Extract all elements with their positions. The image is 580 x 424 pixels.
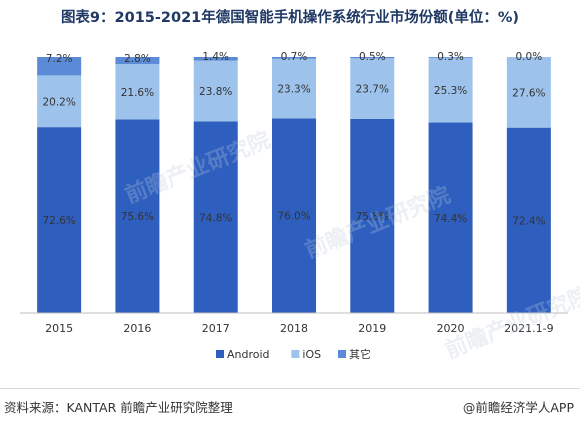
data-label-其它-2017: 1.4% bbox=[202, 51, 229, 63]
labels-group: 72.6% 20.2% 7.2% 75.6% 21.6% 2.8% 74.8% 23.8% 1.… bbox=[42, 51, 545, 227]
bar-其它-2015 bbox=[37, 57, 82, 76]
bar-iOS-2017 bbox=[193, 60, 238, 122]
data-label-iOS-2020: 25.3% bbox=[434, 85, 467, 97]
legend-swatch-其它 bbox=[338, 350, 346, 358]
bar-其它-2016 bbox=[115, 57, 160, 65]
source-note: 资料来源：KANTAR 前瞻产业研究院整理 bbox=[4, 400, 233, 415]
bar-Android-2021.1-9 bbox=[506, 127, 551, 313]
data-label-其它-2020: 0.3% bbox=[437, 51, 464, 63]
bar-iOS-2018 bbox=[272, 58, 316, 119]
x-tick-label: 2018 bbox=[280, 322, 308, 335]
legend: Android iOS 其它 bbox=[216, 347, 371, 361]
bar-iOS-2019 bbox=[350, 58, 395, 119]
bar-iOS-2020 bbox=[428, 57, 473, 123]
bar-其它-2019 bbox=[350, 57, 395, 59]
bars-group bbox=[37, 57, 551, 314]
footer-divider bbox=[0, 388, 580, 389]
x-tick-label: 2015 bbox=[45, 322, 73, 335]
data-label-其它-2021.1-9: 0.0% bbox=[516, 51, 543, 63]
x-tick-label: 2019 bbox=[358, 322, 386, 335]
data-label-iOS-2015: 20.2% bbox=[42, 96, 75, 108]
data-label-Android-2016: 75.6% bbox=[121, 211, 154, 223]
brand-note: @前瞻经济学人APP bbox=[462, 400, 574, 415]
data-label-Android-2018: 76.0% bbox=[277, 211, 310, 223]
data-label-其它-2019: 0.5% bbox=[359, 51, 386, 63]
x-tick-label: 2016 bbox=[123, 322, 151, 335]
data-label-iOS-2016: 21.6% bbox=[121, 87, 154, 99]
data-label-Android-2021.1-9: 72.4% bbox=[512, 215, 545, 227]
data-label-其它-2015: 7.2% bbox=[46, 53, 73, 65]
legend-label-其它: 其它 bbox=[349, 347, 371, 361]
x-tick-label: 2021.1-9 bbox=[504, 322, 553, 335]
data-label-iOS-2018: 23.3% bbox=[277, 84, 310, 96]
bar-Android-2018 bbox=[272, 118, 316, 313]
bar-Android-2019 bbox=[350, 118, 395, 314]
data-label-Android-2020: 74.4% bbox=[434, 213, 467, 225]
data-label-其它-2018: 0.7% bbox=[281, 51, 308, 63]
bar-Android-2017 bbox=[193, 121, 238, 314]
bar-iOS-2021.1-9 bbox=[506, 57, 551, 128]
legend-swatch-iOS bbox=[291, 350, 300, 358]
bar-Android-2016 bbox=[115, 119, 160, 314]
data-label-Android-2019: 75.8% bbox=[356, 211, 389, 223]
bar-Android-2020 bbox=[428, 122, 473, 313]
x-tick-label: 2017 bbox=[202, 322, 230, 335]
data-label-iOS-2021.1-9: 27.6% bbox=[512, 87, 545, 99]
data-label-其它-2016: 2.8% bbox=[124, 53, 151, 65]
chart-title: 图表9：2015-2021年德国智能手机操作系统行业市场份额(单位：%) bbox=[60, 10, 520, 26]
bar-其它-2018 bbox=[272, 57, 316, 59]
x-tick-labels: 2015 2016 2017 2018 2019 2020 2021.1-9 bbox=[45, 322, 553, 335]
bar-其它-2017 bbox=[193, 57, 238, 61]
bar-iOS-2015 bbox=[37, 75, 82, 128]
data-label-iOS-2019: 23.7% bbox=[356, 84, 389, 96]
x-tick-label: 2020 bbox=[437, 322, 465, 335]
bar-iOS-2016 bbox=[115, 64, 160, 120]
stacked-bar-chart: 72.6% 20.2% 7.2% 75.6% 21.6% 2.8% 74.8% 23.8% 1.… bbox=[20, 51, 568, 361]
data-label-Android-2017: 74.8% bbox=[199, 212, 232, 224]
data-label-Android-2015: 72.6% bbox=[42, 215, 75, 227]
bar-Android-2015 bbox=[37, 127, 82, 313]
legend-label-iOS: iOS bbox=[302, 348, 321, 361]
data-label-iOS-2017: 23.8% bbox=[199, 86, 232, 98]
legend-swatch-Android bbox=[216, 350, 224, 358]
bar-其它-2020 bbox=[428, 57, 473, 58]
legend-label-Android: Android bbox=[227, 348, 270, 361]
